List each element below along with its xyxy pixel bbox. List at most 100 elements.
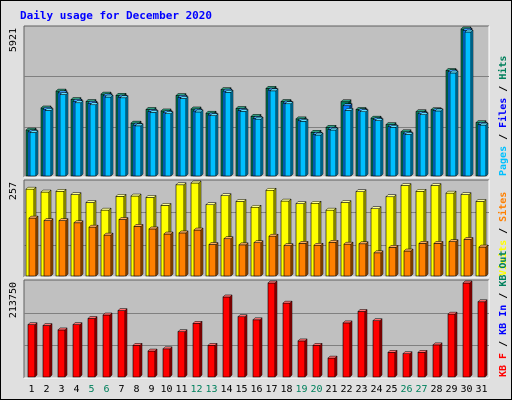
bar-kbf-day9-front [147, 350, 156, 378]
bar-pages-day7-side [125, 95, 129, 177]
bar-hits-day27-top [415, 109, 427, 112]
bar-pages-day27 [419, 112, 429, 177]
bar-pages-day17 [269, 88, 279, 177]
bar-kbf-day19-side [304, 338, 308, 378]
bar-sites-day15-top [238, 242, 249, 246]
bar-pages-day8-side [140, 123, 144, 177]
bar-kbf-day22-side [349, 320, 353, 378]
bar-kbf-day16-side [259, 317, 263, 378]
bar-kbf-day8-top [132, 343, 143, 346]
bar-sites-day6 [103, 232, 114, 277]
bar-sites-day7-top [118, 217, 129, 220]
bar-pages-day6-side [110, 94, 114, 177]
bar-kbf-day7-side [124, 307, 128, 378]
x-tick-label-day21: 21 [325, 384, 337, 395]
bar-kbf-day20-top [312, 343, 323, 346]
bar-pages-day15-front [239, 111, 247, 177]
bar-kbf-day20-front [312, 345, 321, 378]
bar-kbf-day24-front [372, 320, 381, 378]
bar-sites-day8-front [133, 226, 142, 277]
bar-sites-day9-front [148, 228, 157, 277]
bar-pages-day31-front [479, 124, 487, 177]
bar-pages-day13-front [209, 115, 217, 177]
chart-title: Daily usage for December 2020 [20, 9, 213, 22]
bar-kbf-day10-side [169, 346, 173, 378]
bar-pages-day28-top [434, 108, 444, 112]
bar-sites-day8-side [140, 223, 144, 277]
bar-kbf-day2-side [49, 322, 53, 378]
bar-sites-day11-top [178, 230, 189, 234]
bar-kbf-day25-front [387, 352, 396, 378]
x-tick-label-day8: 8 [133, 384, 139, 395]
bar-sites-day9 [148, 226, 159, 277]
bar-pages-day14-top [224, 90, 234, 93]
bar-pages-day13-side [215, 113, 219, 177]
bar-pages-day3-top [59, 92, 69, 95]
bar-pages-day30 [464, 29, 474, 177]
bar-visits-day8-top [130, 193, 142, 197]
bar-sites-day12-top [193, 227, 204, 231]
bar-kbf-day24-side [379, 318, 383, 378]
bar-kbf-day25-top [387, 350, 398, 353]
bar-kbf-day31 [477, 299, 488, 378]
bar-sites-day6-front [103, 234, 112, 277]
bar-pages-day4-front [74, 102, 82, 177]
legend-item-top-3: / [498, 80, 509, 98]
bar-sites-day29-side [455, 239, 459, 277]
x-tick-label-day20: 20 [310, 384, 322, 395]
bar-kbf-day16 [252, 317, 263, 378]
bar-pages-day26-top [404, 132, 414, 135]
x-tick-label-day12: 12 [190, 384, 202, 395]
bar-pages-day2-top [44, 108, 54, 111]
bar-visits-day4-top [70, 192, 82, 195]
bar-sites-day15 [238, 242, 249, 277]
bar-kbf-day27-front [417, 352, 426, 378]
bar-hits-day12-top [190, 106, 202, 110]
bar-pages-day7-top [119, 95, 129, 99]
bar-pages-day3-front [59, 94, 67, 177]
x-tick-label-day25: 25 [385, 384, 397, 395]
x-tick-label-day4: 4 [73, 384, 79, 395]
bar-sites-day27-top [418, 241, 429, 244]
bar-kbf-day25-side [394, 349, 398, 378]
bar-kbf-day28 [432, 342, 443, 378]
bar-kbf-day27-side [424, 349, 428, 378]
bar-pages-day13 [209, 113, 219, 177]
bar-sites-day11-front [178, 232, 187, 277]
bar-pages-day25-front [389, 127, 397, 177]
legend-item-middle-2: Sites [497, 192, 509, 222]
bar-kbf-day25 [387, 349, 398, 378]
bar-kbf-day8-side [139, 342, 143, 378]
bar-kbf-day30-side [469, 280, 473, 378]
bar-pages-day5-side [95, 102, 99, 177]
bar-kbf-day6-front [102, 314, 111, 378]
bar-visits-day23-top [355, 189, 367, 192]
bar-visits-day21-top [325, 207, 337, 211]
bar-pages-day6-top [104, 94, 114, 98]
bar-pages-day20-top [314, 132, 324, 136]
bar-sites-day6-side [110, 232, 114, 277]
x-tick-label-day29: 29 [445, 384, 457, 395]
bar-kbf-day29-front [447, 313, 456, 378]
bar-sites-day12-front [193, 229, 202, 277]
bar-kbf-day22-top [342, 320, 353, 324]
bar-sites-day16-side [260, 240, 264, 277]
bar-visits-day12-top [190, 180, 202, 184]
bar-sites-day24-front [373, 252, 382, 277]
bar-kbf-day11-top [177, 329, 188, 332]
bar-pages-day31 [479, 122, 489, 177]
bar-pages-day4-side [80, 100, 84, 177]
bar-visits-day17-top [265, 187, 277, 191]
bar-sites-day12-side [200, 227, 204, 277]
bar-sites-day17-side [275, 233, 279, 277]
bar-sites-day16-front [253, 242, 262, 277]
x-tick-label-day11: 11 [175, 384, 187, 395]
bar-pages-day9 [149, 109, 159, 177]
bar-pages-day17-side [275, 88, 279, 177]
bar-kbf-day4-side [79, 322, 83, 378]
bar-kbf-day16-top [252, 317, 263, 321]
bar-visits-day11-top [175, 182, 187, 186]
bar-kbf-day15-top [237, 314, 248, 318]
bar-sites-day14-side [230, 236, 234, 277]
x-tick-label-day5: 5 [88, 384, 94, 395]
